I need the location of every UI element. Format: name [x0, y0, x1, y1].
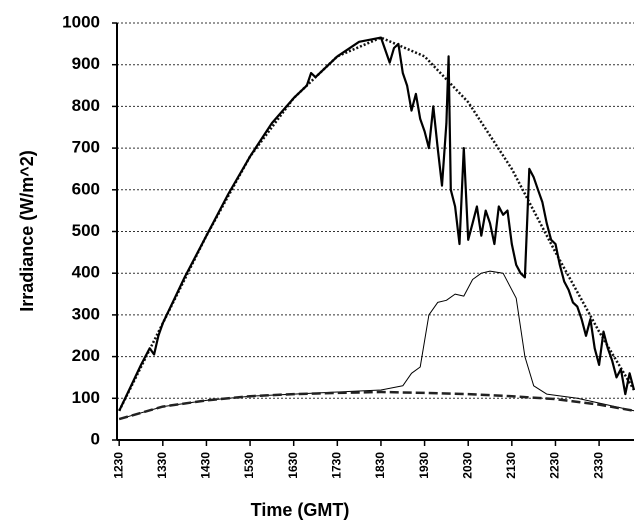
x-tick-label: 1930 [417, 452, 431, 479]
y-axis-label: Irradiance (W/m^2) [17, 150, 37, 312]
x-tick-label: 1430 [199, 452, 213, 479]
y-tick-label: 600 [72, 179, 100, 198]
x-tick-label: 1730 [329, 452, 343, 479]
y-tick-label: 200 [72, 346, 100, 365]
y-tick-label: 100 [72, 388, 100, 407]
x-tick-label: 1830 [373, 452, 387, 479]
y-tick-label: 900 [72, 54, 100, 73]
y-tick-label: 400 [72, 263, 100, 282]
x-axis-label: Time (GMT) [251, 500, 350, 520]
y-tick-label: 800 [72, 96, 100, 115]
x-tick-label: 1630 [286, 452, 300, 479]
x-tick-label: 2130 [504, 452, 518, 479]
y-tick-label: 1000 [62, 12, 100, 31]
x-tick-label: 1230 [111, 452, 125, 479]
series-line [118, 36, 636, 412]
x-tick-label: 1330 [155, 452, 169, 479]
series-line [118, 390, 635, 421]
y-tick-label: 0 [91, 429, 100, 448]
x-tick-label: 2330 [591, 452, 605, 479]
y-tick-label: 300 [72, 304, 100, 323]
series-line [119, 270, 635, 420]
x-tick-label: 2030 [460, 452, 474, 479]
y-tick-label: 700 [72, 138, 100, 157]
y-tick-label: 500 [72, 221, 100, 240]
series-line [118, 36, 636, 412]
x-tick-label: 2230 [548, 452, 562, 479]
x-tick-label: 1530 [242, 452, 256, 479]
